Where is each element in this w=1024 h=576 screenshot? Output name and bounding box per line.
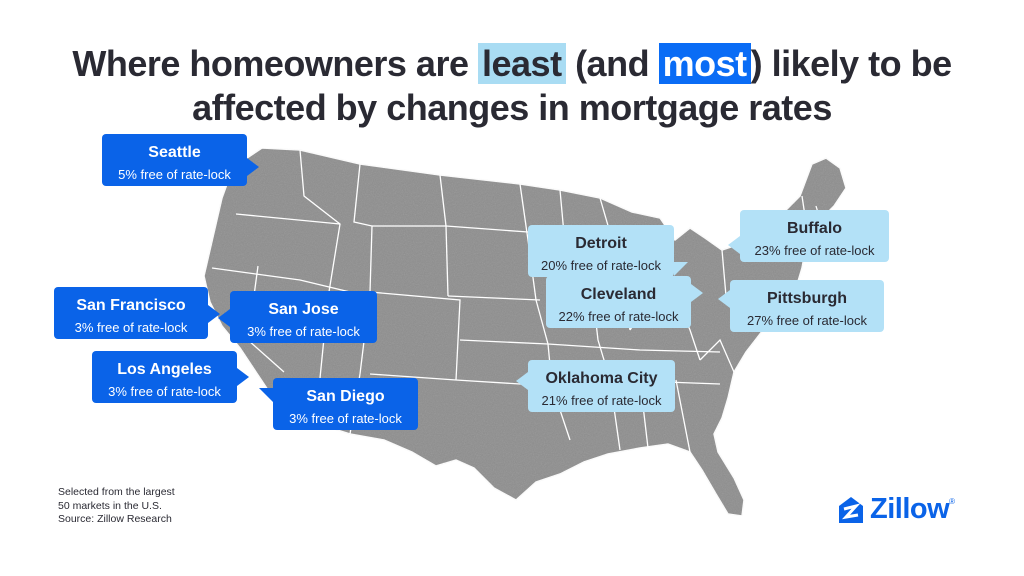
los-angeles-pointer xyxy=(237,368,249,386)
source-line: Source: Zillow Research xyxy=(58,513,172,525)
title-suffix: ) likely to be xyxy=(750,43,953,84)
seattle-pointer xyxy=(247,158,259,176)
callout-cleveland: Cleveland 22% free of rate-lock xyxy=(546,276,691,328)
buffalo-pointer xyxy=(728,236,740,254)
city-stat: 3% free of rate-lock xyxy=(289,411,402,426)
san-diego-pointer xyxy=(259,388,273,402)
cleveland-pointer xyxy=(691,284,703,302)
footnote: Selected from the largest 50 markets in … xyxy=(58,486,175,527)
registered-mark: ® xyxy=(949,497,956,506)
pittsburgh-pointer xyxy=(718,290,730,308)
highlight-least: least xyxy=(478,43,566,84)
city-name: San Francisco xyxy=(76,297,186,314)
callout-los-angeles: Los Angeles 3% free of rate-lock xyxy=(92,351,237,403)
callout-detroit: Detroit 20% free of rate-lock xyxy=(528,225,674,277)
city-stat: 3% free of rate-lock xyxy=(247,324,360,339)
callout-pittsburgh: Pittsburgh 27% free of rate-lock xyxy=(730,280,884,332)
title-mid: (and xyxy=(565,43,659,84)
oklahoma-city-pointer xyxy=(516,372,528,390)
zillow-house-icon xyxy=(839,496,863,523)
city-stat: 22% free of rate-lock xyxy=(558,309,679,324)
zillow-logo: Zillow ® xyxy=(838,493,955,526)
city-name: Seattle xyxy=(148,144,201,161)
san-francisco-pointer xyxy=(208,305,220,323)
city-name: San Jose xyxy=(268,301,339,318)
map-title-line-1: Where homeowners are least (and most) li… xyxy=(0,42,1024,86)
callout-san-diego: San Diego 3% free of rate-lock xyxy=(273,378,418,430)
callout-oklahoma-city: Oklahoma City 21% free of rate-lock xyxy=(528,360,675,412)
city-stat: 20% free of rate-lock xyxy=(541,258,661,273)
city-stat: 27% free of rate-lock xyxy=(747,313,867,328)
city-name: Los Angeles xyxy=(117,361,212,378)
city-name: Cleveland xyxy=(580,286,657,303)
city-name: Detroit xyxy=(575,235,627,252)
title-prefix: Where homeowners are xyxy=(72,43,478,84)
city-stat: 21% free of rate-lock xyxy=(541,393,662,408)
footnote-line: 50 markets in the U.S. xyxy=(58,499,162,512)
city-name: Buffalo xyxy=(786,220,843,237)
callout-buffalo: Buffalo 23% free of rate-lock xyxy=(740,210,889,262)
city-stat: 3% free of rate-lock xyxy=(74,320,188,335)
callout-san-jose: San Jose 3% free of rate-lock xyxy=(230,291,377,343)
callout-seattle: Seattle 5% free of rate-lock xyxy=(102,134,247,186)
callout-san-francisco: San Francisco 3% free of rate-lock xyxy=(54,287,208,339)
city-name: Oklahoma City xyxy=(545,370,658,387)
city-stat: 23% free of rate-lock xyxy=(754,243,875,258)
detroit-pointer xyxy=(674,262,688,276)
highlight-most: most xyxy=(658,43,751,84)
city-name: Pittsburgh xyxy=(767,290,847,307)
city-stat: 3% free of rate-lock xyxy=(108,384,221,399)
city-stat: 5% free of rate-lock xyxy=(118,167,231,182)
city-name: San Diego xyxy=(306,388,385,405)
map-title-line-2: affected by changes in mortgage rates xyxy=(192,87,832,128)
footnote-line: Selected from the largest xyxy=(58,486,175,498)
san-jose-pointer xyxy=(218,309,230,327)
zillow-wordmark: Zillow xyxy=(870,493,950,525)
